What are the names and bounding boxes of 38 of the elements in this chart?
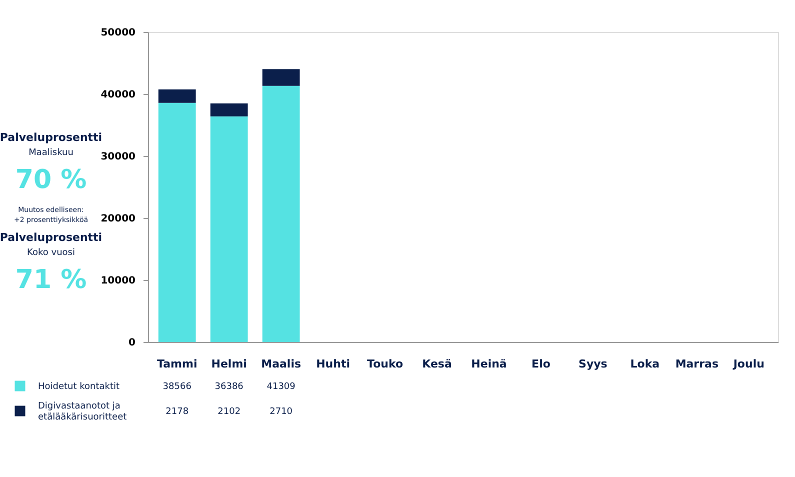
bar [210, 116, 248, 342]
x-tick-label: Kesä [422, 358, 452, 370]
x-tick-label: Marras [675, 358, 719, 370]
bar [158, 89, 196, 103]
data-label: 38566 [162, 382, 192, 392]
data-label: 2102 [218, 407, 241, 417]
y-tick-label: 40000 [100, 90, 136, 100]
data-label: 2710 [270, 407, 293, 417]
bar [210, 103, 248, 116]
x-tick-label: Maalis [261, 358, 302, 370]
y-tick-label: 10000 [100, 276, 136, 286]
text: 71 % [15, 265, 87, 295]
text: Koko vuosi [27, 248, 75, 258]
x-tick-label: Huhti [316, 358, 350, 370]
data-label: 2178 [166, 407, 189, 417]
y-tick-label: 20000 [100, 214, 136, 224]
x-tick-label: Syys [578, 358, 608, 370]
x-tick-label: Tammi [157, 358, 198, 370]
text: Palveluprosentti [0, 131, 102, 144]
bar [262, 69, 300, 86]
y-tick-label: 0 [128, 338, 136, 348]
x-tick-label: Touko [367, 358, 404, 370]
text: Palveluprosentti [0, 231, 102, 244]
x-tick-label: Joulu [732, 358, 764, 370]
text: 70 % [15, 165, 87, 195]
y-tick-label: 30000 [100, 152, 136, 162]
data-label: 36386 [214, 382, 244, 392]
y-tick-label: 50000 [100, 28, 136, 38]
x-tick-label: Loka [630, 358, 660, 370]
data-label: 41309 [266, 382, 296, 392]
legend-label: Digivastaanotot ja etälääkärisuoritteet [38, 402, 128, 422]
x-tick-label: Heinä [471, 358, 507, 370]
x-tick-label: Helmi [211, 358, 247, 370]
text: Maaliskuu [28, 148, 74, 158]
bar [158, 102, 196, 342]
bar [262, 86, 300, 342]
x-tick-label: Elo [532, 358, 551, 370]
legend-label: Hoidetut kontaktit [38, 382, 120, 392]
